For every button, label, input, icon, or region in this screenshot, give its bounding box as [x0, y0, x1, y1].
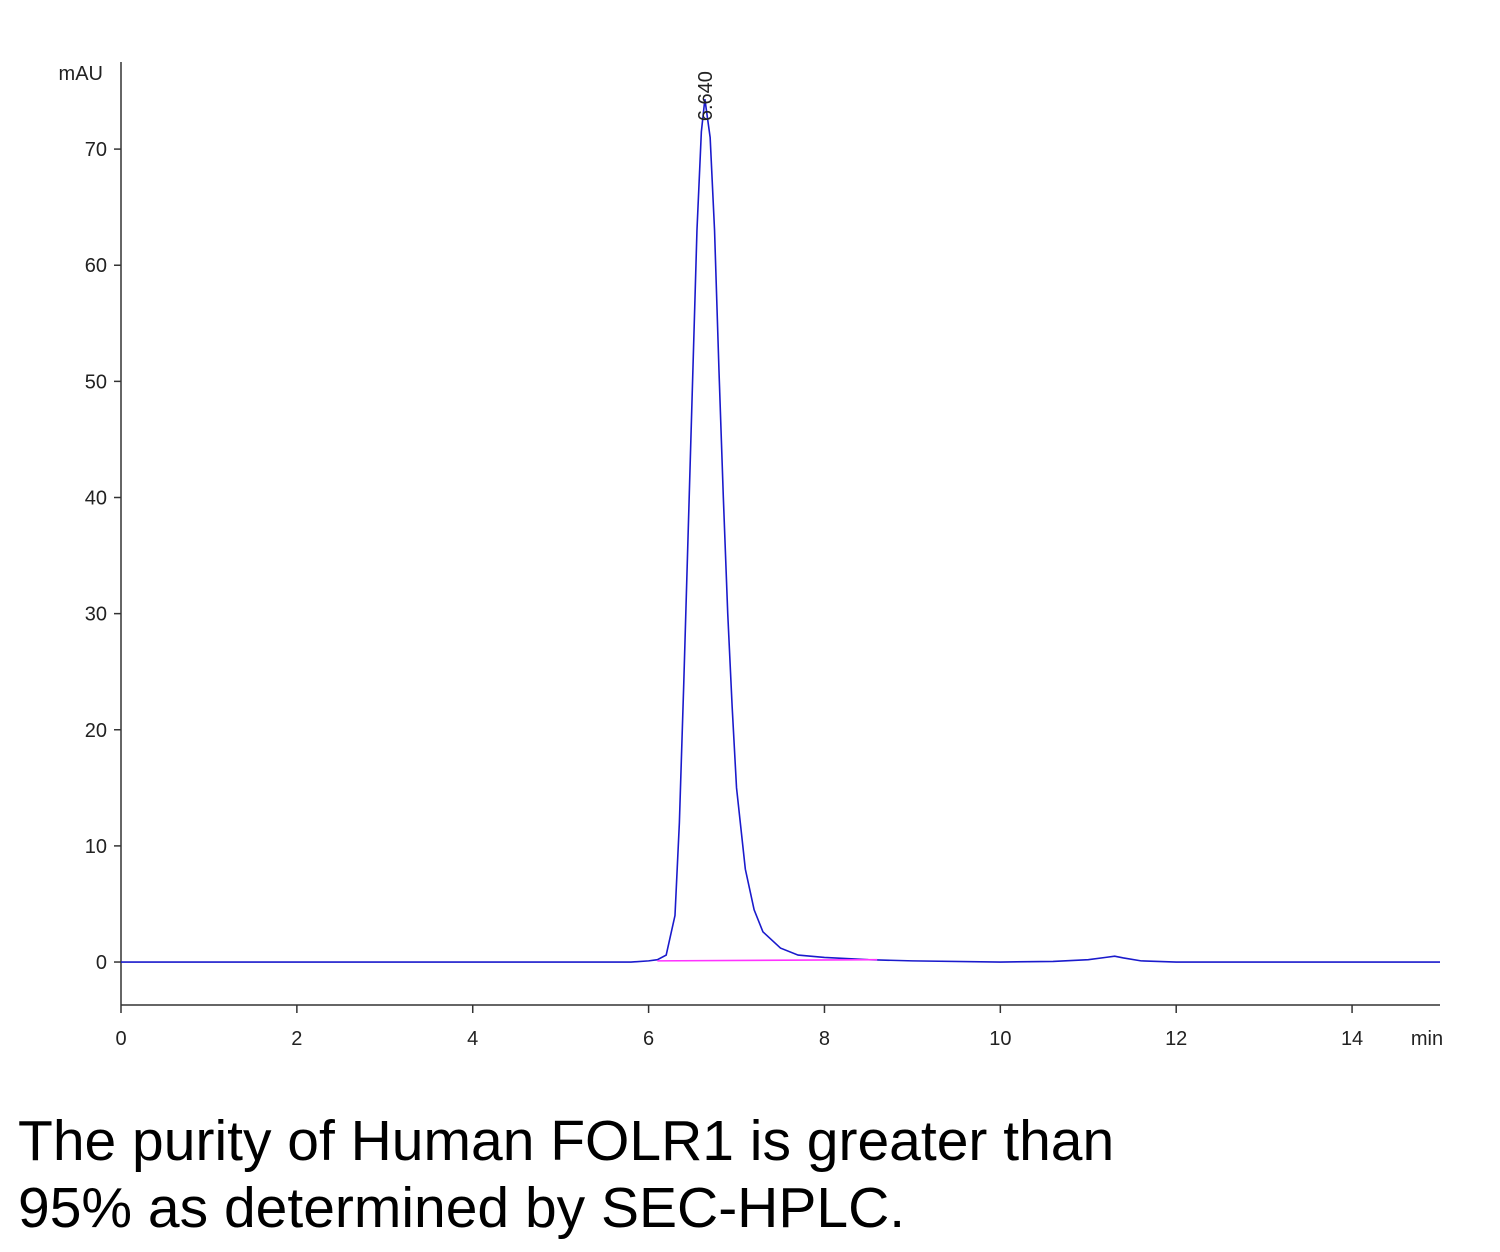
- x-tick-label: 6: [643, 1028, 654, 1050]
- y-tick-label: 20: [85, 720, 107, 742]
- x-tick-label: 4: [467, 1028, 478, 1050]
- y-tick-label: 10: [85, 836, 107, 858]
- x-tick-label: 14: [1341, 1028, 1363, 1050]
- y-tick-label: 60: [85, 255, 107, 277]
- trace: [657, 958, 878, 962]
- y-tick-label: 30: [85, 604, 107, 626]
- trace: [121, 99, 1440, 963]
- y-tick-label: 40: [85, 487, 107, 509]
- peak-label: 6.640: [695, 71, 717, 121]
- caption-line: The purity of Human FOLR1 is greater tha…: [18, 1109, 1114, 1173]
- caption-line: 95% as determined by SEC-HPLC.: [18, 1176, 905, 1240]
- x-axis-label: min: [1411, 1028, 1443, 1050]
- y-tick-label: 70: [85, 139, 107, 161]
- x-tick-label: 12: [1165, 1028, 1187, 1050]
- x-tick-label: 8: [819, 1028, 830, 1050]
- x-tick-label: 10: [989, 1028, 1011, 1050]
- y-tick-label: 50: [85, 371, 107, 393]
- y-axis-label: mAU: [59, 63, 103, 85]
- y-tick-label: 0: [96, 952, 107, 974]
- x-tick-label: 0: [115, 1028, 126, 1050]
- x-tick-label: 2: [291, 1028, 302, 1050]
